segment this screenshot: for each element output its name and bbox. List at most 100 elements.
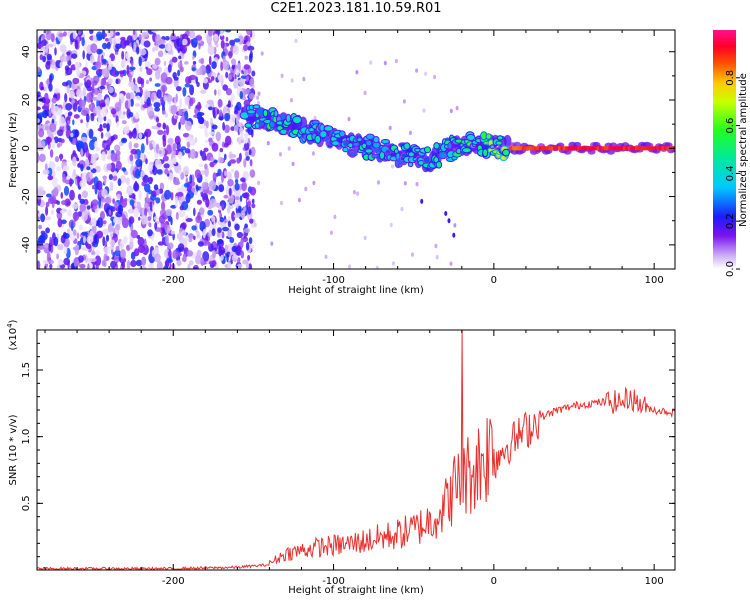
noise-blob xyxy=(134,180,138,191)
noise-blob xyxy=(153,102,161,108)
noise-blob xyxy=(67,111,73,116)
noise-blob xyxy=(184,61,189,65)
noise-blob xyxy=(72,156,77,167)
noise-blob xyxy=(164,223,168,231)
noise-blob xyxy=(180,146,187,151)
noise-blob xyxy=(46,53,52,61)
ridge-core xyxy=(562,146,566,151)
noise-blob xyxy=(154,253,161,263)
noise-blob xyxy=(165,208,173,216)
noise-blob xyxy=(140,170,145,177)
noise-blob xyxy=(73,229,77,236)
ridge-blob xyxy=(246,109,257,115)
ridge-blob xyxy=(495,140,503,146)
noise-blob xyxy=(98,49,103,54)
x-tick-label: -200 xyxy=(162,275,185,286)
noise-blob xyxy=(212,172,217,182)
noise-blob xyxy=(65,179,71,185)
noise-blob xyxy=(76,232,80,239)
noise-blob xyxy=(102,228,109,235)
noise-blob xyxy=(185,76,191,85)
noise-blob xyxy=(63,257,71,266)
noise-blob xyxy=(193,266,198,269)
noise-blob xyxy=(119,113,126,120)
noise-blob xyxy=(130,148,138,155)
noise-blob xyxy=(37,139,42,149)
ridge-core xyxy=(565,146,569,151)
noise-blob xyxy=(251,198,255,204)
noise-blob xyxy=(72,77,80,85)
noise-blob xyxy=(147,164,153,172)
noise-blob xyxy=(156,260,163,269)
ridge-blob xyxy=(314,134,322,144)
noise-blob xyxy=(92,265,95,269)
ridge-core xyxy=(651,146,655,151)
ridge-blob xyxy=(361,142,368,150)
noise-blob xyxy=(100,197,106,203)
noise-blob xyxy=(80,119,83,124)
noise-blob xyxy=(196,230,200,239)
noise-blob xyxy=(106,123,110,132)
noise-blob xyxy=(54,156,60,163)
noise-blob xyxy=(232,45,240,55)
noise-blob xyxy=(117,178,122,187)
noise-blob xyxy=(90,113,95,122)
noise-blob xyxy=(89,54,95,64)
noise-blob xyxy=(189,139,196,146)
noise-blob xyxy=(189,74,197,80)
noise-blob xyxy=(238,205,242,213)
noise-blob xyxy=(92,34,97,43)
noise-blob xyxy=(236,212,242,218)
ridge-core xyxy=(533,146,537,151)
noise-blob xyxy=(219,34,225,41)
noise-blob xyxy=(77,193,82,201)
noise-blob xyxy=(435,255,439,260)
noise-blob xyxy=(184,83,191,88)
noise-blob xyxy=(402,99,406,104)
noise-blob xyxy=(56,264,61,269)
noise-blob xyxy=(122,111,126,115)
ridge-core xyxy=(546,146,549,151)
noise-blob xyxy=(97,115,104,124)
noise-blob xyxy=(245,75,249,82)
noise-blob xyxy=(241,181,247,192)
noise-blob xyxy=(141,214,147,225)
ridge-blob xyxy=(319,130,328,139)
noise-blob xyxy=(146,191,149,203)
ridge-core xyxy=(550,146,554,151)
noise-blob xyxy=(90,165,94,170)
noise-blob xyxy=(145,94,149,100)
noise-blob xyxy=(184,96,191,104)
noise-blob xyxy=(53,186,59,197)
noise-blob xyxy=(132,204,135,209)
noise-blob xyxy=(135,95,141,101)
noise-blob xyxy=(178,169,182,175)
noise-blob xyxy=(95,263,99,269)
noise-blob xyxy=(74,244,80,256)
noise-blob xyxy=(243,192,250,199)
noise-blob xyxy=(53,236,59,247)
noise-blob xyxy=(210,157,215,162)
noise-blob xyxy=(208,106,213,111)
ridge-blob xyxy=(422,155,431,165)
noise-blob xyxy=(135,158,143,168)
noise-blob xyxy=(134,168,141,179)
y-tick-label: 40 xyxy=(21,45,32,58)
spectrogram-x-label: Height of straight line (km) xyxy=(288,285,424,296)
noise-blob xyxy=(178,109,183,116)
noise-blob xyxy=(138,132,143,139)
noise-blob xyxy=(47,167,53,177)
noise-blob xyxy=(38,128,45,138)
ridge-core xyxy=(555,146,559,151)
noise-blob xyxy=(121,261,126,269)
noise-blob xyxy=(41,140,46,150)
noise-blob xyxy=(297,197,301,203)
colorbar-tick-label: 0.6 xyxy=(725,118,736,134)
noise-blob xyxy=(176,141,181,152)
noise-blob xyxy=(244,151,249,157)
noise-blob xyxy=(347,116,351,122)
noise-blob xyxy=(154,44,159,52)
noise-blob xyxy=(165,76,173,85)
noise-blob xyxy=(234,124,239,132)
noise-blob xyxy=(57,143,61,148)
